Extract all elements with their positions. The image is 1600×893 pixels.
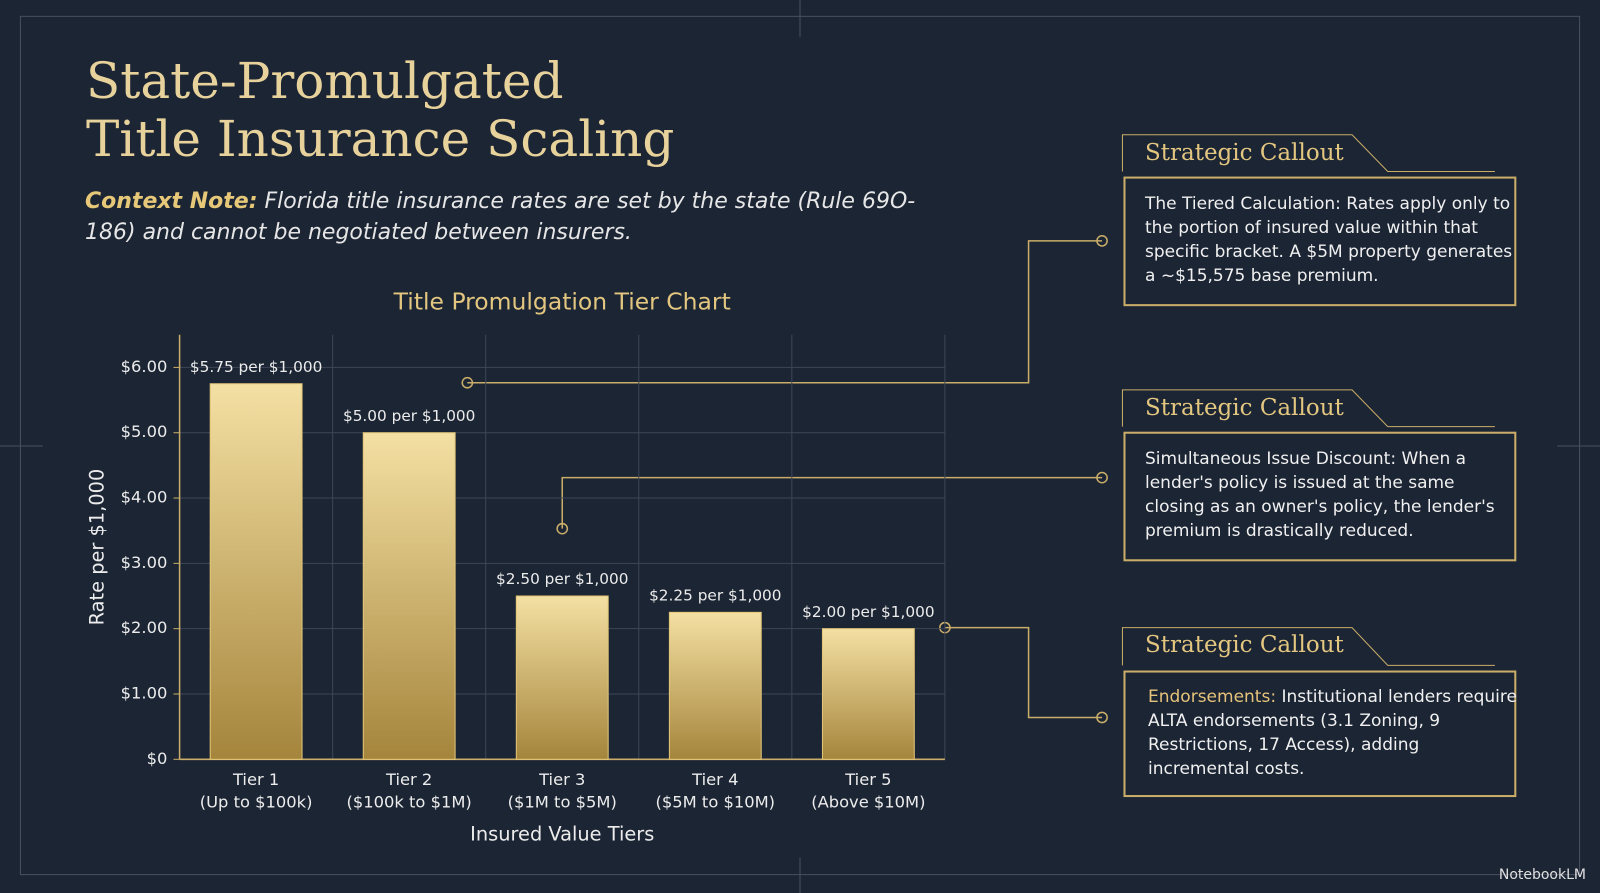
callout-body: Simultaneous Issue Discount: When a lend… <box>1145 449 1495 541</box>
y-axis-label: Rate per $1,000 <box>85 469 108 626</box>
callout-heading: Strategic Callout <box>1145 140 1344 166</box>
x-tick-label: Tier 5 <box>844 770 891 789</box>
x-tick-label: Tier 1 <box>232 770 279 789</box>
x-tick-sublabel: ($1M to $5M) <box>508 793 617 812</box>
y-tick-label: $1.00 <box>121 683 168 702</box>
x-tick-sublabel: ($5M to $10M) <box>656 793 776 812</box>
value-label: $5.00 per $1,000 <box>343 407 475 425</box>
y-tick-label: $6.00 <box>121 357 168 376</box>
x-tick-sublabel: ($100k to $1M) <box>347 793 472 812</box>
x-tick-label: Tier 3 <box>538 770 585 789</box>
callout-frames <box>1121 134 1517 798</box>
title-line: Title Insurance Scaling <box>86 110 675 168</box>
bar <box>209 383 303 760</box>
callout-heading: Strategic Callout <box>1145 395 1344 421</box>
context-note: Context Note: Florida title insurance ra… <box>85 186 945 248</box>
context-text: Florida title insurance rates are set by… <box>85 189 916 245</box>
bar <box>821 628 915 760</box>
value-label: $2.50 per $1,000 <box>496 570 628 588</box>
y-tick-label: $2.00 <box>121 618 168 637</box>
y-tick-label: $0 <box>147 749 168 768</box>
x-tick-label: Tier 2 <box>385 770 432 789</box>
x-axis-label: Insured Value Tiers <box>470 822 654 845</box>
callout-body: Endorsements: Institutional lenders requ… <box>1148 685 1518 781</box>
callout-text: Institutional lenders require ALTA endor… <box>1148 687 1517 779</box>
chart: Title Promulgation Tier Chart $0 $1.00 $2.0… <box>85 288 946 845</box>
x-tick-sublabel: (Up to $100k) <box>200 793 313 812</box>
callout-body: The Tiered Calculation: Rates apply only… <box>1145 194 1513 286</box>
bar <box>362 432 456 760</box>
footer: NotebookLM <box>1498 867 1586 883</box>
x-tick-label: Tier 4 <box>691 770 738 789</box>
x-tick-sublabel: (Above $10M) <box>811 793 925 812</box>
title-line: State-Promulgated <box>86 52 564 110</box>
bar <box>668 611 762 760</box>
bar <box>515 595 609 760</box>
title: State-Promulgated Title Insurance Scalin… <box>86 52 674 168</box>
context-label: Context Note: <box>85 189 258 214</box>
y-tick-label: $5.00 <box>121 422 168 441</box>
y-tick-label: $4.00 <box>121 488 168 507</box>
chart-title: Title Promulgation Tier Chart <box>393 288 731 316</box>
value-label: $2.25 per $1,000 <box>649 587 781 605</box>
leader-lines <box>461 234 1108 724</box>
value-label: $2.00 per $1,000 <box>802 603 934 621</box>
callout-lead: Endorsements: <box>1148 687 1277 707</box>
value-label: $5.75 per $1,000 <box>190 358 322 376</box>
y-tick-label: $3.00 <box>121 553 168 572</box>
callout-heading: Strategic Callout <box>1145 632 1344 658</box>
